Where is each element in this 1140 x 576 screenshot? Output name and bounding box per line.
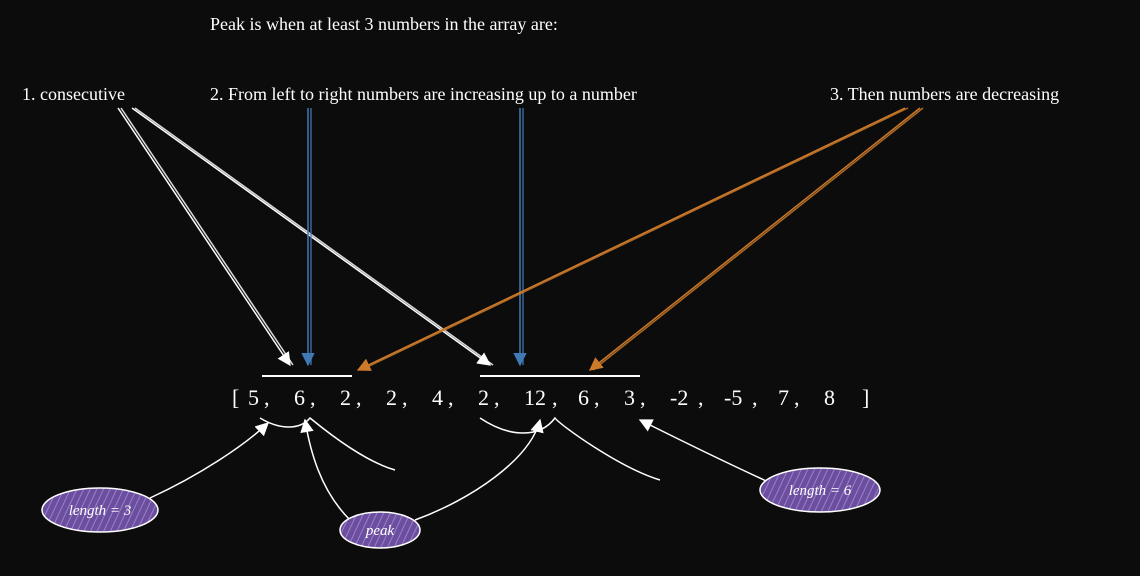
- condition-1: 1. consecutive: [22, 84, 125, 104]
- comma-11: ,: [794, 385, 800, 410]
- array-item-10: -5: [724, 385, 742, 410]
- comma-5: ,: [494, 385, 500, 410]
- comma-10: ,: [752, 385, 758, 410]
- array-item-11: 7: [778, 385, 789, 410]
- array-item-4: 4: [432, 385, 443, 410]
- comma-6: ,: [552, 385, 558, 410]
- array-item-5: 2: [478, 385, 489, 410]
- comma-1: ,: [310, 385, 316, 410]
- comma-3: ,: [402, 385, 408, 410]
- label-len6: length = 6: [760, 468, 880, 512]
- comma-0: ,: [264, 385, 270, 410]
- diagram-canvas: Peak is when at least 3 numbers in the a…: [0, 0, 1140, 576]
- bracket-open: [: [232, 385, 239, 410]
- comma-9: ,: [698, 385, 704, 410]
- array-item-1: 6: [294, 385, 305, 410]
- comma-4: ,: [448, 385, 454, 410]
- comma-2: ,: [356, 385, 362, 410]
- condition-2: 2. From left to right numbers are increa…: [210, 84, 637, 104]
- array-item-0: 5: [248, 385, 259, 410]
- array-item-6: 12: [524, 385, 546, 410]
- label-text-len6: length = 6: [789, 483, 852, 499]
- array-item-8: 3: [624, 385, 635, 410]
- array-item-2: 2: [340, 385, 351, 410]
- array-item-7: 6: [578, 385, 589, 410]
- label-len3: length = 3: [42, 488, 158, 532]
- bracket-close: ]: [862, 385, 869, 410]
- label-text-peak: peak: [365, 523, 395, 539]
- label-peak: peak: [340, 512, 420, 548]
- array-item-12: 8: [824, 385, 835, 410]
- condition-3: 3. Then numbers are decreasing: [830, 84, 1059, 104]
- title-text: Peak is when at least 3 numbers in the a…: [210, 14, 558, 34]
- comma-7: ,: [594, 385, 600, 410]
- array-item-9: -2: [670, 385, 688, 410]
- label-text-len3: length = 3: [69, 503, 132, 519]
- array-item-3: 2: [386, 385, 397, 410]
- comma-8: ,: [640, 385, 646, 410]
